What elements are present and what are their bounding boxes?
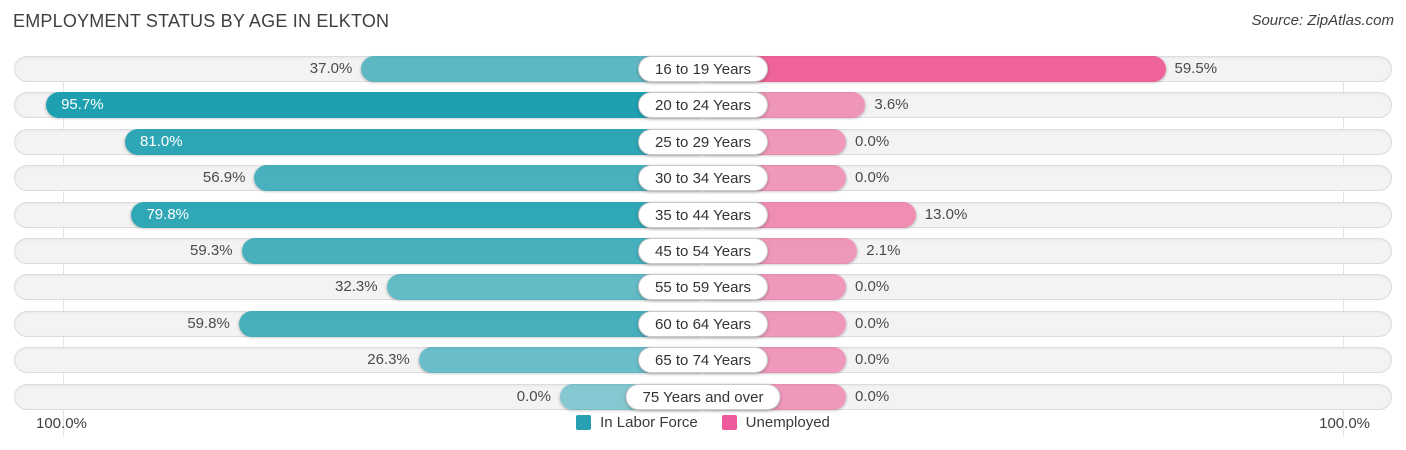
in-labor-force-bar <box>241 238 703 264</box>
age-row: 59.3% 2.1% 45 to 54 Years <box>0 238 1406 264</box>
in-labor-force-value: 59.3% <box>190 242 233 259</box>
in-labor-force-value: 56.9% <box>202 169 246 186</box>
legend-swatch-icon <box>721 415 737 430</box>
in-labor-force-bar <box>125 129 703 155</box>
unemployed-value: 2.1% <box>866 242 901 259</box>
unemployed-value: 3.6% <box>874 96 909 113</box>
age-group-label: 75 Years and over <box>625 384 781 410</box>
legend-label: Unemployed <box>745 414 830 431</box>
age-row: 0.0% 0.0% 75 Years and over <box>0 384 1406 410</box>
age-row: 56.9% 0.0% 30 to 34 Years <box>0 165 1406 191</box>
left-axis-max-label: 100.0% <box>36 415 87 432</box>
in-labor-force-bar <box>254 165 703 191</box>
age-row: 32.3% 0.0% 55 to 59 Years <box>0 274 1406 300</box>
legend-item: In Labor Force <box>576 414 698 431</box>
age-row: 37.0% 59.5% 16 to 19 Years <box>0 56 1406 82</box>
chart-title: EMPLOYMENT STATUS BY AGE IN ELKTON <box>13 11 390 31</box>
age-group-label: 16 to 19 Years <box>638 56 768 82</box>
legend-label: In Labor Force <box>600 414 698 431</box>
unemployed-value: 0.0% <box>855 169 890 186</box>
age-group-label: 20 to 24 Years <box>638 92 768 118</box>
in-labor-force-value: 59.8% <box>187 315 230 332</box>
age-row: 26.3% 0.0% 65 to 74 Years <box>0 347 1406 373</box>
unemployed-value: 0.0% <box>855 278 890 295</box>
unemployed-value: 13.0% <box>924 206 968 223</box>
age-group-label: 45 to 54 Years <box>638 238 768 264</box>
age-group-label: 55 to 59 Years <box>638 274 768 300</box>
age-row: 81.0% 0.0% 25 to 29 Years <box>0 129 1406 155</box>
age-group-label: 60 to 64 Years <box>638 311 768 337</box>
in-labor-force-value: 81.0% <box>140 133 183 150</box>
unemployed-value: 0.0% <box>855 315 890 332</box>
unemployed-bar <box>703 56 1166 82</box>
chart-footer: 100.0% In Labor Force Unemployed 100.0% <box>0 412 1406 438</box>
age-bar-chart: 37.0% 59.5% 16 to 19 Years 95.7% 3.6% 20 to 2… <box>0 56 1406 437</box>
in-labor-force-bar <box>131 202 703 228</box>
in-labor-force-value: 32.3% <box>335 278 378 295</box>
unemployed-value: 0.0% <box>855 133 890 150</box>
unemployed-value: 59.5% <box>1174 60 1218 77</box>
legend-item: Unemployed <box>721 414 830 431</box>
in-labor-force-value: 0.0% <box>516 388 551 405</box>
legend-swatch-icon <box>576 415 592 430</box>
in-labor-force-bar <box>238 311 703 337</box>
age-group-label: 25 to 29 Years <box>638 129 768 155</box>
unemployed-value: 0.0% <box>855 351 890 368</box>
age-group-label: 65 to 74 Years <box>638 347 768 373</box>
in-labor-force-value: 37.0% <box>309 60 353 77</box>
age-row: 59.8% 0.0% 60 to 64 Years <box>0 311 1406 337</box>
chart-header: EMPLOYMENT STATUS BY AGE IN ELKTON Sourc… <box>0 0 1406 46</box>
in-labor-force-bar <box>46 92 703 118</box>
source-attribution: Source: ZipAtlas.com <box>1251 12 1394 29</box>
in-labor-force-value: 95.7% <box>61 96 104 113</box>
in-labor-force-value: 79.8% <box>146 206 190 223</box>
chart-legend: In Labor Force Unemployed <box>0 414 1406 431</box>
age-group-label: 35 to 44 Years <box>638 202 768 228</box>
in-labor-force-value: 26.3% <box>367 351 410 368</box>
age-row: 95.7% 3.6% 20 to 24 Years <box>0 92 1406 118</box>
age-row: 79.8% 13.0% 35 to 44 Years <box>0 202 1406 228</box>
right-axis-max-label: 100.0% <box>1319 415 1370 432</box>
unemployed-value: 0.0% <box>855 388 890 405</box>
age-group-label: 30 to 34 Years <box>638 165 768 191</box>
